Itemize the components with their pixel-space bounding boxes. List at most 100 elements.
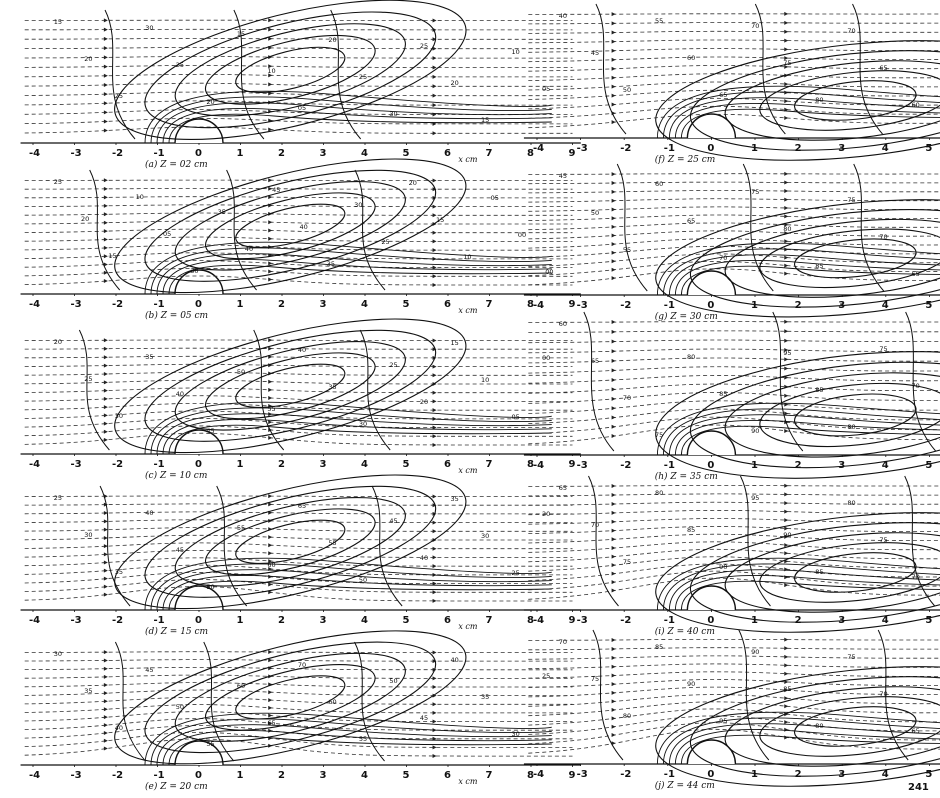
- streamline: [24, 571, 573, 584]
- tick-label: 1: [237, 299, 244, 310]
- contour-label: 30: [481, 532, 489, 540]
- streamline: [24, 65, 573, 68]
- streamline: [528, 339, 940, 344]
- tick-label: -1: [664, 300, 675, 311]
- streamline: [24, 418, 573, 428]
- contour-label: 65: [559, 484, 567, 492]
- cylinder-outline: [686, 585, 737, 611]
- flow-arrow: [103, 658, 108, 663]
- contour-label: 70: [911, 573, 919, 581]
- flow-arrow: [268, 494, 273, 499]
- streamline: [24, 689, 573, 696]
- tick-label: 0: [707, 769, 714, 780]
- streamline: [24, 244, 573, 251]
- streamline: [528, 321, 940, 323]
- flow-arrow: [103, 229, 108, 234]
- flow-arrow: [432, 46, 437, 51]
- contour-label: 05: [491, 194, 499, 202]
- contour-label: 75: [591, 675, 599, 683]
- contour-line: [354, 169, 386, 291]
- streamline: [528, 391, 940, 404]
- tick-label: 2: [278, 770, 285, 781]
- flow-arrow: [432, 719, 437, 724]
- tick-label: 0: [195, 770, 202, 781]
- contour-label: 75: [879, 536, 887, 544]
- streamline: [528, 13, 940, 15]
- contour-label: 30: [389, 110, 397, 118]
- contour-line: [656, 402, 940, 456]
- flow-arrow: [268, 387, 273, 392]
- streamline: [24, 47, 573, 50]
- flow-arrow: [784, 704, 789, 709]
- flow-arrow: [611, 267, 616, 272]
- contour-line: [144, 401, 552, 455]
- contour-line: [793, 552, 917, 593]
- flow-arrow: [103, 666, 108, 671]
- flow-arrow: [103, 363, 108, 368]
- tick-label: 4: [361, 615, 368, 626]
- flow-arrow: [611, 66, 616, 71]
- contour-line: [904, 475, 936, 607]
- contour-line: [759, 228, 940, 289]
- flow-arrow: [432, 248, 437, 253]
- flow-arrow: [611, 707, 616, 712]
- tick-label: 3: [838, 143, 845, 154]
- flow-arrow: [432, 373, 437, 378]
- flow-arrow: [103, 220, 108, 225]
- contour-label: 35: [218, 208, 226, 216]
- tick-label: 1: [751, 769, 758, 780]
- flow-arrow: [268, 705, 273, 710]
- contour-line: [168, 580, 552, 611]
- tick-label: -1: [154, 770, 165, 781]
- panel-f: 4045505560657075807065605550454035-4-3-2…: [523, 3, 940, 165]
- flow-arrow: [432, 274, 437, 279]
- contour-line: [156, 102, 552, 144]
- tick-label: -2: [620, 769, 631, 780]
- contour-line: [162, 575, 552, 611]
- flow-arrow: [432, 103, 437, 108]
- contour-label: 30: [511, 730, 519, 738]
- axis-unit-label: x cm: [458, 306, 478, 315]
- flow-arrow: [103, 338, 108, 343]
- contour-line: [656, 557, 940, 611]
- flow-arrow: [268, 220, 273, 225]
- contour-line: [689, 676, 940, 777]
- contour-label: 55: [206, 740, 214, 748]
- flow-arrow: [103, 279, 108, 284]
- cylinder-outline: [174, 429, 224, 455]
- flow-arrow: [103, 683, 108, 688]
- contour-line: [114, 630, 467, 765]
- contour-line: [852, 3, 883, 135]
- streamline: [528, 22, 940, 25]
- flow-arrow: [103, 707, 108, 712]
- tick-label: -1: [154, 459, 165, 470]
- flow-arrow: [268, 27, 273, 32]
- tick-label: 8: [527, 299, 534, 310]
- contour-label: 55: [655, 17, 663, 25]
- contour-line: [89, 169, 121, 291]
- contour-line: [99, 485, 131, 607]
- contour-line: [144, 241, 552, 295]
- contour-line: [216, 485, 248, 607]
- flow-arrow: [432, 590, 437, 595]
- axis-unit-label: x cm: [458, 466, 478, 475]
- contour-line: [662, 91, 940, 139]
- tick-label: 3: [838, 300, 845, 311]
- streamline: [528, 73, 940, 81]
- flow-arrow: [432, 659, 437, 664]
- flow-arrow: [103, 178, 108, 183]
- contour-line: [168, 424, 552, 455]
- contour-label: 70: [879, 690, 887, 698]
- flow-arrow: [268, 18, 273, 23]
- contour-line: [668, 414, 940, 456]
- flow-arrow: [784, 206, 789, 211]
- flow-arrow: [611, 358, 616, 363]
- flow-arrow: [611, 554, 616, 559]
- cylinder-outline: [686, 430, 737, 456]
- flow-arrow: [432, 338, 437, 343]
- flow-arrow: [784, 357, 789, 362]
- flow-arrow: [103, 18, 108, 23]
- flow-arrow: [611, 493, 616, 498]
- flow-arrow: [103, 592, 108, 597]
- flow-arrow: [432, 408, 437, 413]
